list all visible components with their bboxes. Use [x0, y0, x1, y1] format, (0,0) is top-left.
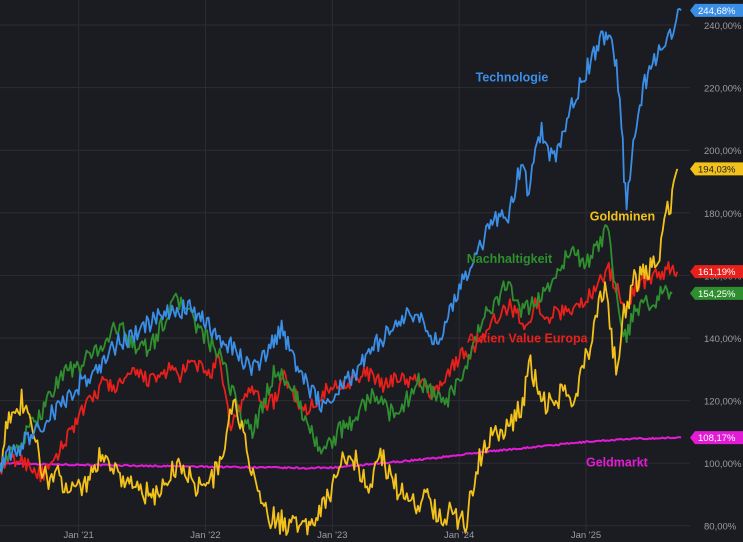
- last-value-tags: 244,68% 194,03% 154,25% 161,19% 108,17%: [690, 3, 743, 445]
- last-value-tag-nachhaltigkeit: 154,25%: [690, 286, 743, 300]
- last-value-tag-bg: [690, 162, 743, 176]
- series-line-technologie: [0, 7, 682, 473]
- y-tick-label: 140,00%: [704, 334, 742, 345]
- annotation-nachhaltigkeit: Nachhaltigkeit: [467, 252, 553, 266]
- x-tick-label: Jan '21: [63, 530, 93, 541]
- last-value-tag-bg: [690, 286, 743, 300]
- y-tick-label: 80,00%: [704, 522, 737, 533]
- annotation-goldminen: Goldminen: [590, 210, 655, 224]
- y-tick-label: 100,00%: [704, 459, 742, 470]
- x-tick-label: Jan '22: [190, 530, 220, 541]
- last-value-tag-bg: [690, 431, 743, 445]
- x-tick-label: Jan '25: [571, 530, 601, 541]
- y-tick-label: 240,00%: [704, 21, 742, 32]
- last-value-tag-bg: [690, 3, 743, 17]
- series-line-goldminen: [0, 168, 679, 536]
- annotation-technologie: Technologie: [476, 70, 549, 84]
- x-tick-label: Jan '24: [444, 530, 474, 541]
- y-tick-label: 120,00%: [704, 397, 742, 408]
- y-tick-label: 220,00%: [704, 84, 742, 95]
- last-value-tag-label: 161,19%: [698, 267, 736, 278]
- annotation-geldmarkt: Geldmarkt: [586, 455, 649, 469]
- last-value-tag-label: 154,25%: [698, 289, 736, 300]
- last-value-tag-bg: [690, 265, 743, 279]
- last-value-tag-label: 108,17%: [698, 433, 736, 444]
- series-lines: [0, 7, 682, 536]
- annotation-aktien_value: Aktien Value Europa: [467, 332, 589, 346]
- last-value-tag-label: 194,03%: [698, 164, 736, 175]
- last-value-tag-geldmarkt: 108,17%: [690, 431, 743, 445]
- last-value-tag-goldminen: 194,03%: [690, 162, 743, 176]
- last-value-tag-aktien_value: 161,19%: [690, 265, 743, 279]
- last-value-tag-technologie: 244,68%: [690, 3, 743, 17]
- y-tick-label: 180,00%: [704, 209, 742, 220]
- last-value-tag-label: 244,68%: [698, 6, 736, 17]
- x-tick-label: Jan '23: [317, 530, 347, 541]
- series-annotations: Technologie Goldminen Nachhaltigkeit Aktien…: [467, 70, 655, 469]
- y-tick-label: 200,00%: [704, 146, 742, 157]
- series-line-nachhaltigkeit: [0, 224, 673, 473]
